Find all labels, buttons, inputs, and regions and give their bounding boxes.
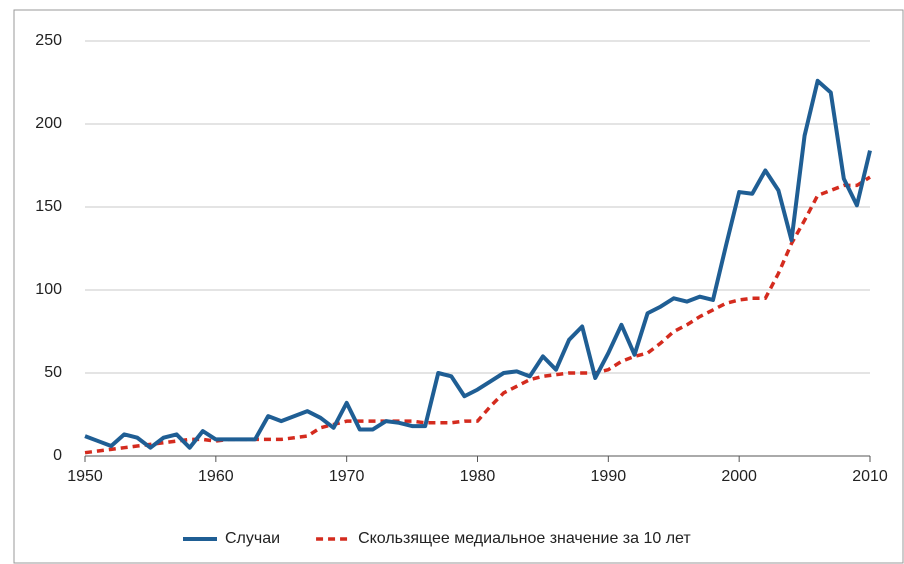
- x-tick-label: 1970: [329, 468, 365, 485]
- frame: [13, 9, 904, 564]
- y-tick-label: 150: [35, 198, 62, 215]
- x-tick-label: 1980: [460, 468, 496, 485]
- x-tick-label: 1950: [67, 468, 103, 485]
- x-tick-label: 2000: [721, 468, 757, 485]
- y-tick-label: 250: [35, 32, 62, 49]
- series-line: [84, 175, 871, 455]
- series-line: [84, 78, 872, 450]
- legend-label: Скользящее медиальное значение за 10 лет: [358, 530, 691, 547]
- legend-label: Случаи: [225, 530, 280, 547]
- y-tick-label: 200: [35, 115, 62, 132]
- y-tick-label: 0: [53, 447, 62, 464]
- y-tick-label: 100: [35, 281, 62, 298]
- x-tick-label: 2010: [852, 468, 888, 485]
- x-tick-label: 1990: [591, 468, 627, 485]
- x-tick-label: 1960: [198, 468, 234, 485]
- y-tick-label: 50: [44, 364, 62, 381]
